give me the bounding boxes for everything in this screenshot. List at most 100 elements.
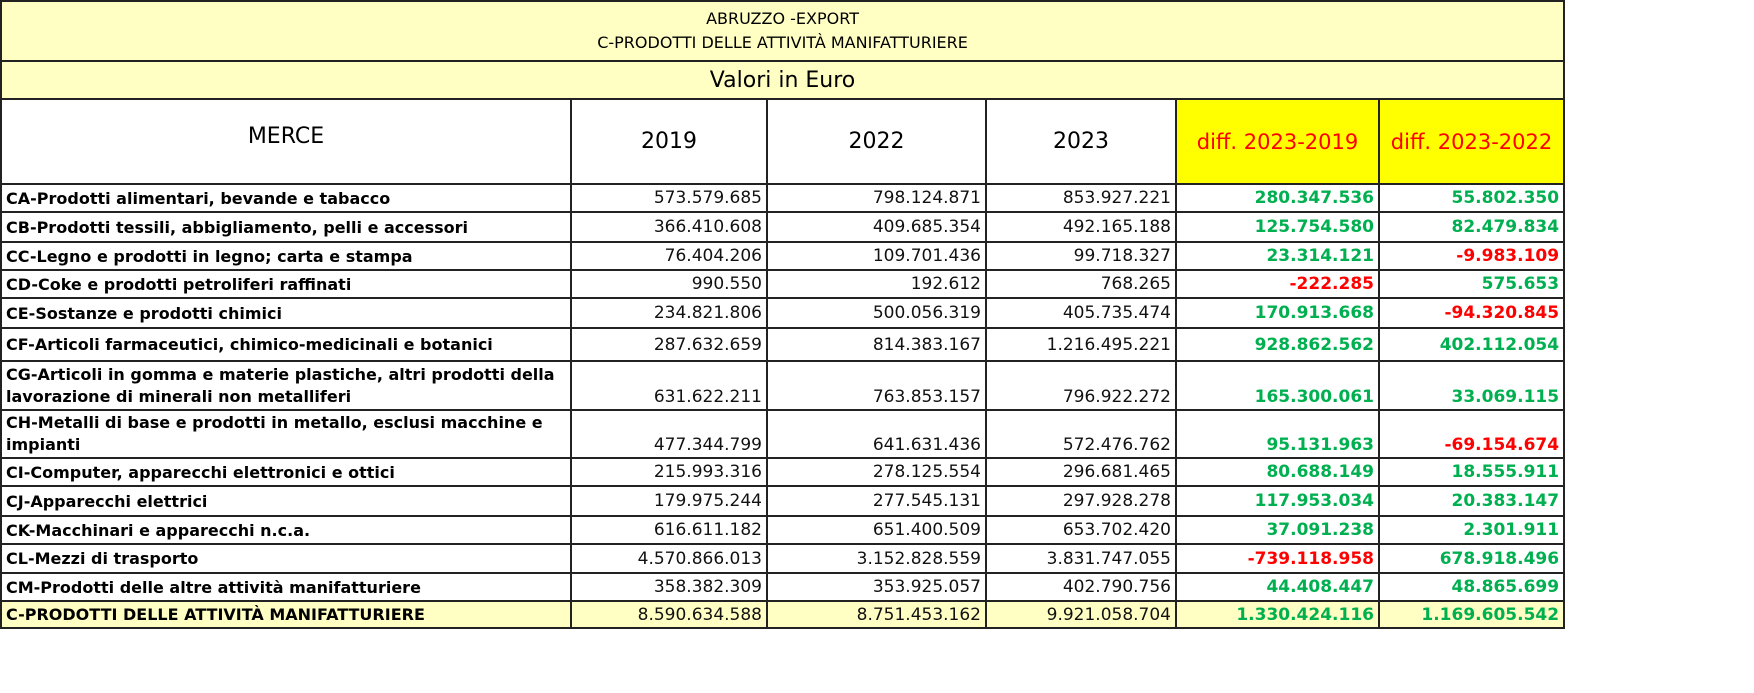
table-row: CC-Legno e prodotti in legno; carta e st… bbox=[0, 241, 1566, 271]
table-row: CB-Prodotti tessili, abbigliamento, pell… bbox=[0, 211, 1566, 243]
value-2023: 1.216.495.221 bbox=[985, 327, 1177, 362]
value-2023: 297.928.278 bbox=[985, 485, 1177, 517]
merce-cell: CH-Metalli di base e prodotti in metallo… bbox=[0, 409, 572, 459]
diff-2023-2019: 80.688.149 bbox=[1175, 457, 1380, 487]
title-line-1: ABRUZZO -EXPORT bbox=[706, 9, 859, 28]
header-2022: 2022 bbox=[766, 98, 987, 185]
value-2022: 763.853.157 bbox=[766, 360, 987, 411]
table-row: CM-Prodotti delle altre attività manifat… bbox=[0, 572, 1566, 602]
merce-cell: CJ-Apparecchi elettrici bbox=[0, 485, 572, 517]
merce-cell: CB-Prodotti tessili, abbigliamento, pell… bbox=[0, 211, 572, 243]
table-row: CF-Articoli farmaceutici, chimico-medici… bbox=[0, 327, 1566, 362]
diff-2023-2022: 20.383.147 bbox=[1377, 485, 1566, 517]
header-merce: MERCE bbox=[0, 98, 572, 185]
value-2023: 768.265 bbox=[985, 269, 1177, 299]
value-2022: 192.612 bbox=[766, 269, 987, 299]
diff-2023-2022: 2.301.911 bbox=[1377, 515, 1566, 545]
value-2019: 4.570.866.013 bbox=[570, 543, 768, 574]
subtitle-row: Valori in Euro bbox=[0, 60, 1566, 100]
diff-2023-2022: -9.983.109 bbox=[1377, 241, 1566, 271]
value-2023: 853.927.221 bbox=[985, 183, 1177, 213]
merce-cell: C-PRODOTTI DELLE ATTIVITÀ MANIFATTURIERE bbox=[0, 600, 572, 629]
value-2022: 3.152.828.559 bbox=[766, 543, 987, 574]
value-2019: 573.579.685 bbox=[570, 183, 768, 213]
export-table: ABRUZZO -EXPORT C-PRODOTTI DELLE ATTIVIT… bbox=[0, 0, 1566, 629]
diff-2023-2019: -222.285 bbox=[1175, 269, 1380, 299]
diff-2023-2019: 37.091.238 bbox=[1175, 515, 1380, 545]
header-row: MERCE 2019 2022 2023 diff. 2023-2019 dif… bbox=[0, 98, 1566, 185]
value-2022: 353.925.057 bbox=[766, 572, 987, 602]
merce-cell: CE-Sostanze e prodotti chimici bbox=[0, 297, 572, 329]
table-title: ABRUZZO -EXPORT C-PRODOTTI DELLE ATTIVIT… bbox=[0, 0, 1566, 62]
value-2023: 99.718.327 bbox=[985, 241, 1177, 271]
diff-2023-2022: 82.479.834 bbox=[1377, 211, 1566, 243]
diff-2023-2022: 402.112.054 bbox=[1377, 327, 1566, 362]
total-row: C-PRODOTTI DELLE ATTIVITÀ MANIFATTURIERE… bbox=[0, 600, 1566, 629]
diff-2023-2019: -739.118.958 bbox=[1175, 543, 1380, 574]
title-row: ABRUZZO -EXPORT C-PRODOTTI DELLE ATTIVIT… bbox=[0, 0, 1566, 62]
value-2023: 3.831.747.055 bbox=[985, 543, 1177, 574]
diff-2023-2019: 125.754.580 bbox=[1175, 211, 1380, 243]
value-2023: 405.735.474 bbox=[985, 297, 1177, 329]
diff-2023-2019: 117.953.034 bbox=[1175, 485, 1380, 517]
title-line-2: C-PRODOTTI DELLE ATTIVITÀ MANIFATTURIERE bbox=[597, 33, 968, 52]
value-2023: 9.921.058.704 bbox=[985, 600, 1177, 629]
merce-cell: CC-Legno e prodotti in legno; carta e st… bbox=[0, 241, 572, 271]
diff-2023-2022: 575.653 bbox=[1377, 269, 1566, 299]
value-2023: 402.790.756 bbox=[985, 572, 1177, 602]
header-2019: 2019 bbox=[570, 98, 768, 185]
value-2022: 8.751.453.162 bbox=[766, 600, 987, 629]
value-2019: 215.993.316 bbox=[570, 457, 768, 487]
value-2019: 234.821.806 bbox=[570, 297, 768, 329]
table-row: CK-Macchinari e apparecchi n.c.a. 616.611… bbox=[0, 515, 1566, 545]
value-2022: 814.383.167 bbox=[766, 327, 987, 362]
value-2022: 500.056.319 bbox=[766, 297, 987, 329]
value-2019: 358.382.309 bbox=[570, 572, 768, 602]
header-2023: 2023 bbox=[985, 98, 1177, 185]
diff-2023-2019: 928.862.562 bbox=[1175, 327, 1380, 362]
value-2019: 8.590.634.588 bbox=[570, 600, 768, 629]
value-2019: 76.404.206 bbox=[570, 241, 768, 271]
diff-2023-2022: -69.154.674 bbox=[1377, 409, 1566, 459]
merce-cell: CA-Prodotti alimentari, bevande e tabacc… bbox=[0, 183, 572, 213]
value-2023: 653.702.420 bbox=[985, 515, 1177, 545]
table-row: CA-Prodotti alimentari, bevande e tabacc… bbox=[0, 183, 1566, 213]
diff-2023-2022: 55.802.350 bbox=[1377, 183, 1566, 213]
merce-cell: CL-Mezzi di trasporto bbox=[0, 543, 572, 574]
value-2022: 641.631.436 bbox=[766, 409, 987, 459]
value-2019: 631.622.211 bbox=[570, 360, 768, 411]
value-2022: 798.124.871 bbox=[766, 183, 987, 213]
value-2022: 109.701.436 bbox=[766, 241, 987, 271]
diff-2023-2019: 44.408.447 bbox=[1175, 572, 1380, 602]
value-2022: 278.125.554 bbox=[766, 457, 987, 487]
diff-2023-2019: 165.300.061 bbox=[1175, 360, 1380, 411]
value-2019: 477.344.799 bbox=[570, 409, 768, 459]
table-row: CJ-Apparecchi elettrici 179.975.244 277.54… bbox=[0, 485, 1566, 517]
merce-cell: CF-Articoli farmaceutici, chimico-medici… bbox=[0, 327, 572, 362]
table-row: CH-Metalli di base e prodotti in metallo… bbox=[0, 409, 1566, 459]
value-2019: 990.550 bbox=[570, 269, 768, 299]
table-row: CL-Mezzi di trasporto 4.570.866.013 3.152.… bbox=[0, 543, 1566, 574]
table-row: CG-Articoli in gomma e materie plastiche… bbox=[0, 360, 1566, 411]
value-2022: 277.545.131 bbox=[766, 485, 987, 517]
merce-cell: CD-Coke e prodotti petroliferi raffinati bbox=[0, 269, 572, 299]
table-row: CD-Coke e prodotti petroliferi raffinati… bbox=[0, 269, 1566, 299]
value-2022: 651.400.509 bbox=[766, 515, 987, 545]
diff-2023-2022: 678.918.496 bbox=[1377, 543, 1566, 574]
value-2019: 366.410.608 bbox=[570, 211, 768, 243]
merce-cell: CI-Computer, apparecchi elettronici e ot… bbox=[0, 457, 572, 487]
units-label: Valori in Euro bbox=[0, 60, 1566, 100]
value-2022: 409.685.354 bbox=[766, 211, 987, 243]
diff-2023-2022: 18.555.911 bbox=[1377, 457, 1566, 487]
value-2019: 287.632.659 bbox=[570, 327, 768, 362]
header-diff-2023-2022: diff. 2023-2022 bbox=[1377, 98, 1566, 185]
value-2023: 572.476.762 bbox=[985, 409, 1177, 459]
diff-2023-2019: 280.347.536 bbox=[1175, 183, 1380, 213]
table-row: CE-Sostanze e prodotti chimici 234.821.80… bbox=[0, 297, 1566, 329]
merce-cell: CK-Macchinari e apparecchi n.c.a. bbox=[0, 515, 572, 545]
table-row: CI-Computer, apparecchi elettronici e ot… bbox=[0, 457, 1566, 487]
diff-2023-2019: 170.913.668 bbox=[1175, 297, 1380, 329]
value-2019: 616.611.182 bbox=[570, 515, 768, 545]
diff-2023-2022: 48.865.699 bbox=[1377, 572, 1566, 602]
value-2023: 492.165.188 bbox=[985, 211, 1177, 243]
